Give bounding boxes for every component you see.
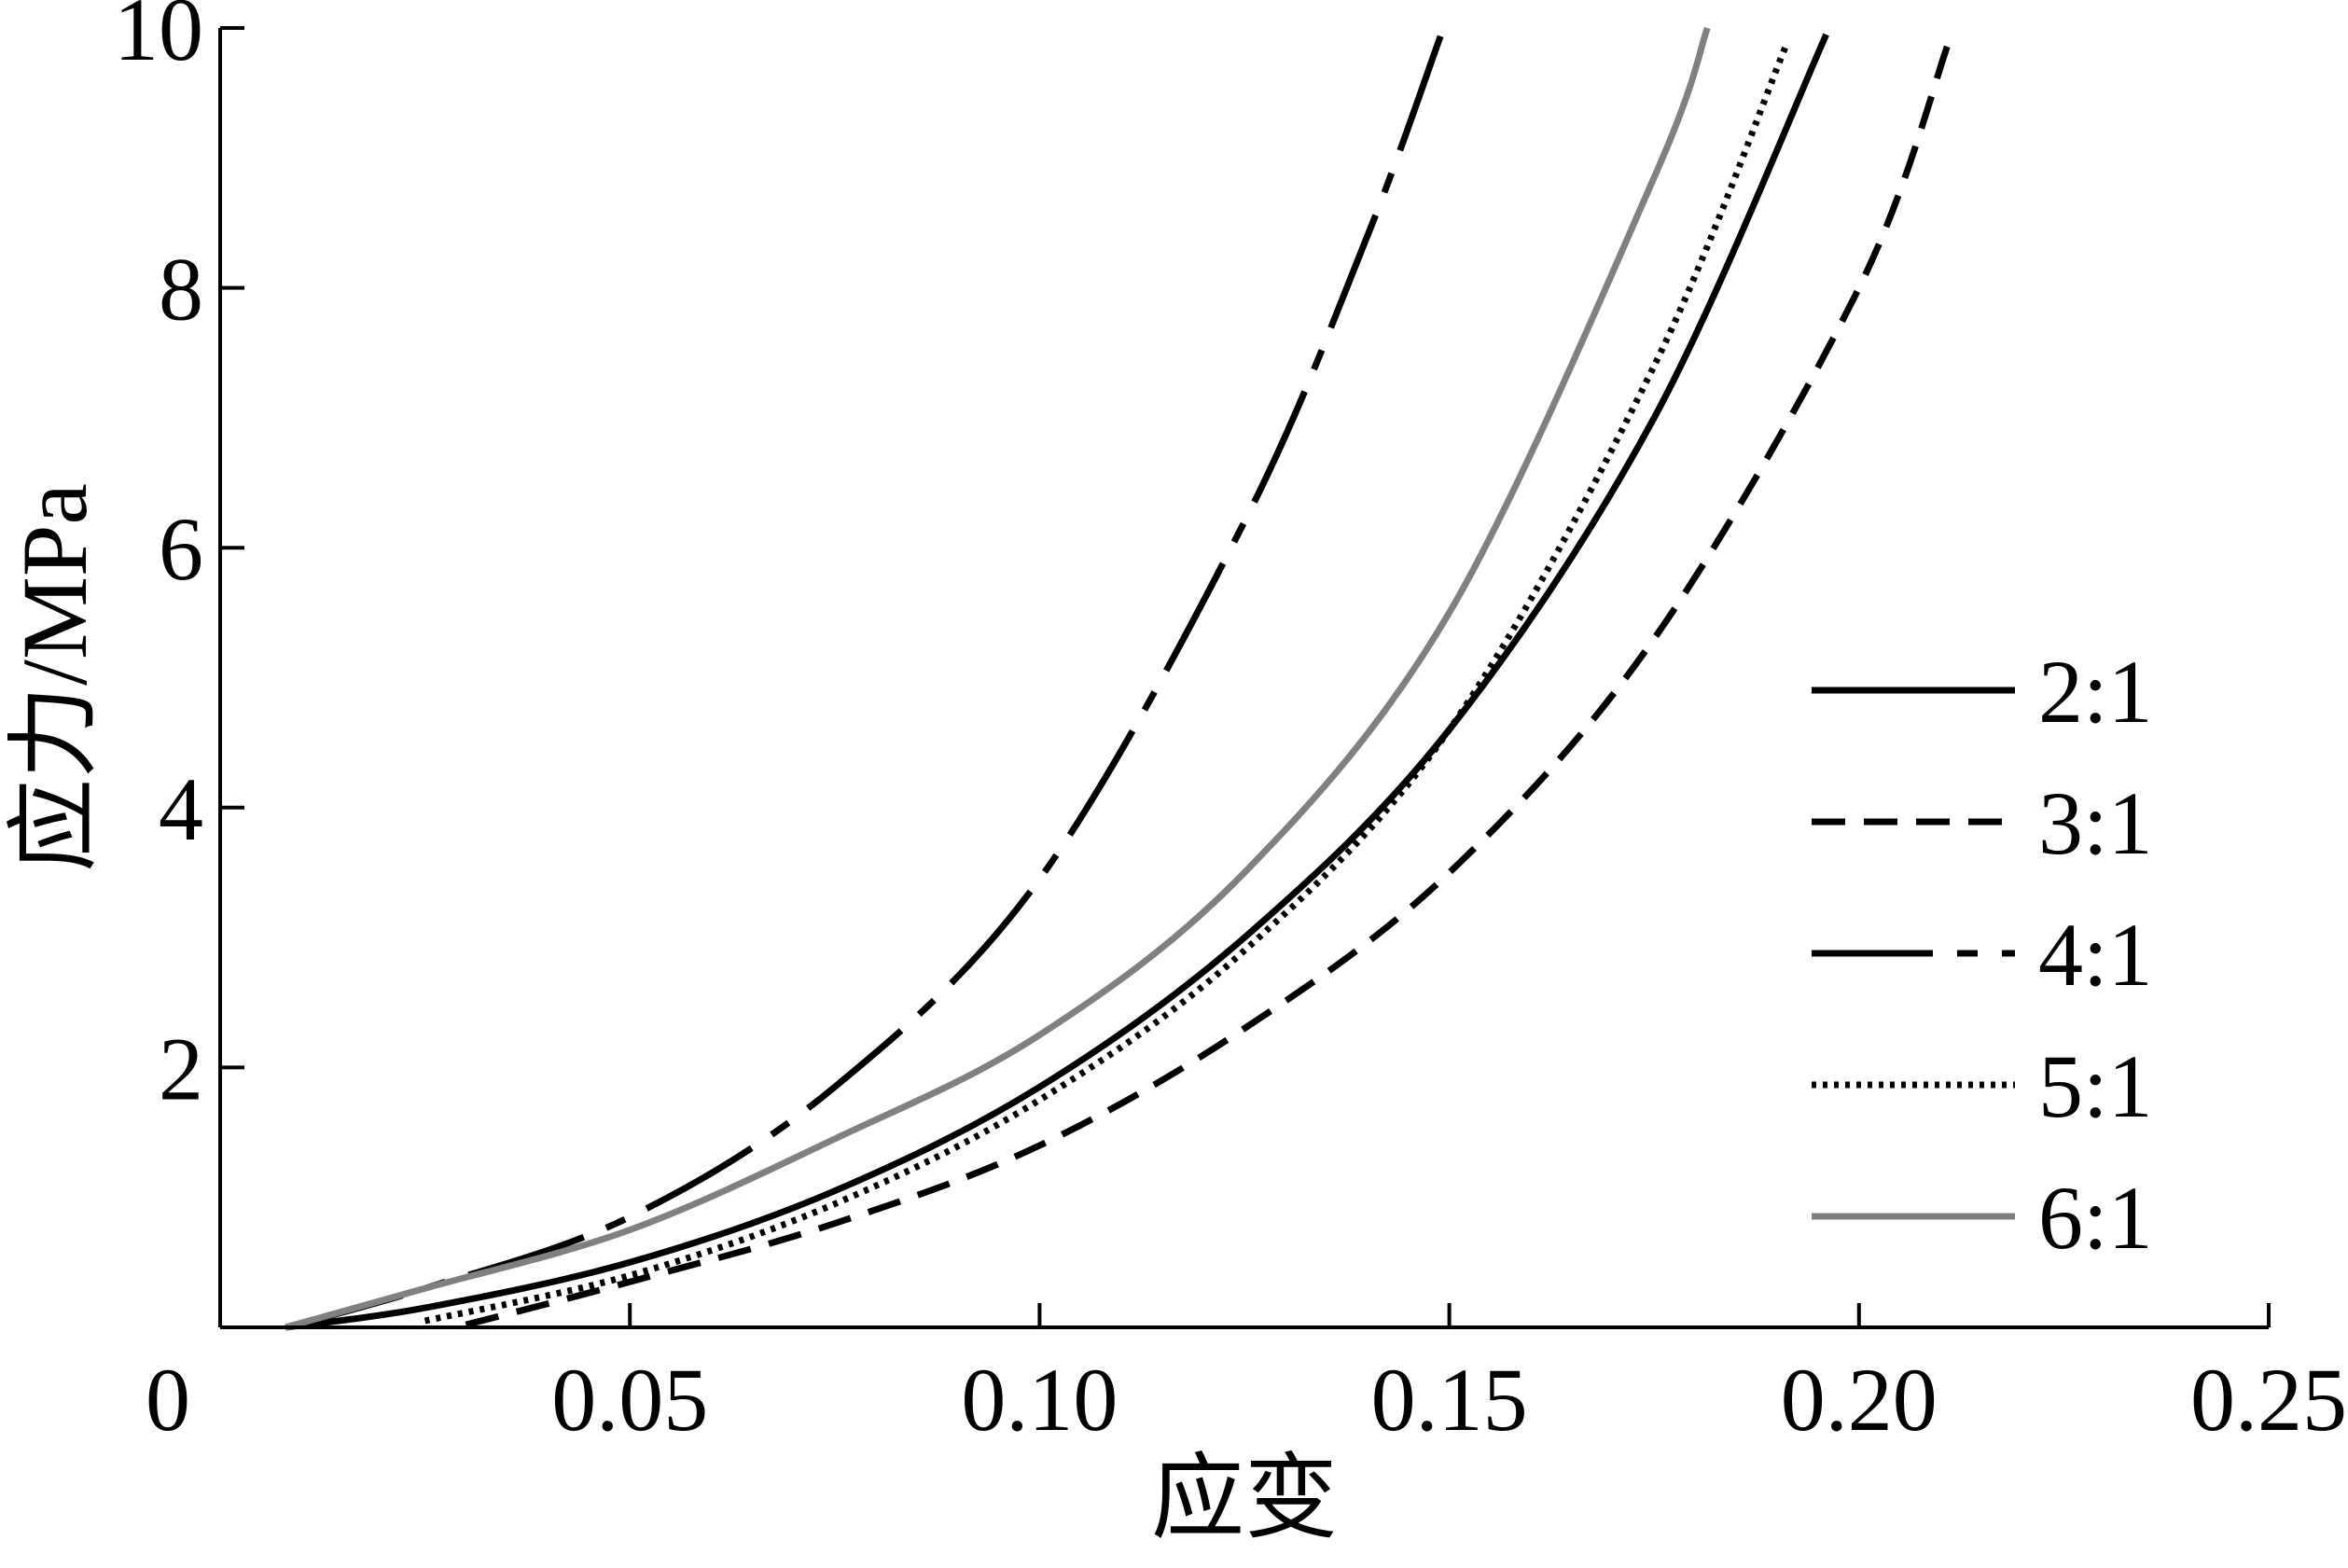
series-line-3-to-1 — [465, 39, 1952, 1328]
plot-area — [285, 26, 1952, 1331]
legend-label-6-to-1: 6:1 — [2038, 1168, 2153, 1268]
y-tick-label: 4 — [159, 759, 203, 859]
y-tick-label: 2 — [159, 1019, 203, 1118]
series-line-6-to-1 — [285, 26, 1711, 1331]
legend: 2:1 3:1 4:1 5:1 6:1 — [1812, 642, 2153, 1268]
x-tick-label: 0.25 — [2190, 1350, 2347, 1450]
x-tick-label: 0.10 — [961, 1350, 1118, 1450]
y-tick-label: 6 — [159, 499, 203, 599]
legend-label-2-to-1: 2:1 — [2038, 642, 2153, 742]
series-line-4-to-1 — [285, 33, 1445, 1331]
y-axis-label: 应力/MPa — [3, 483, 106, 872]
x-tick-label: 0.15 — [1371, 1350, 1528, 1450]
axes: 0 0.05 0.10 0.15 0.20 0.25 2 4 6 8 10 应变 应力/MPa — [3, 0, 2347, 1550]
legend-label-4-to-1: 4:1 — [2038, 905, 2153, 1005]
legend-label-3-to-1: 3:1 — [2038, 773, 2153, 873]
y-tick-label: 10 — [114, 0, 203, 79]
y-tick-label: 8 — [159, 240, 203, 340]
series-line-5-to-1 — [424, 46, 1788, 1325]
legend-label-5-to-1: 5:1 — [2038, 1036, 2153, 1136]
x-tick-label: 0.05 — [551, 1350, 708, 1450]
series-line-2-to-1 — [285, 33, 1829, 1331]
x-tick-label: 0.20 — [1781, 1350, 1938, 1450]
x-axis-label: 应变 — [1151, 1447, 1338, 1550]
x-tick-label: 0 — [146, 1350, 190, 1450]
